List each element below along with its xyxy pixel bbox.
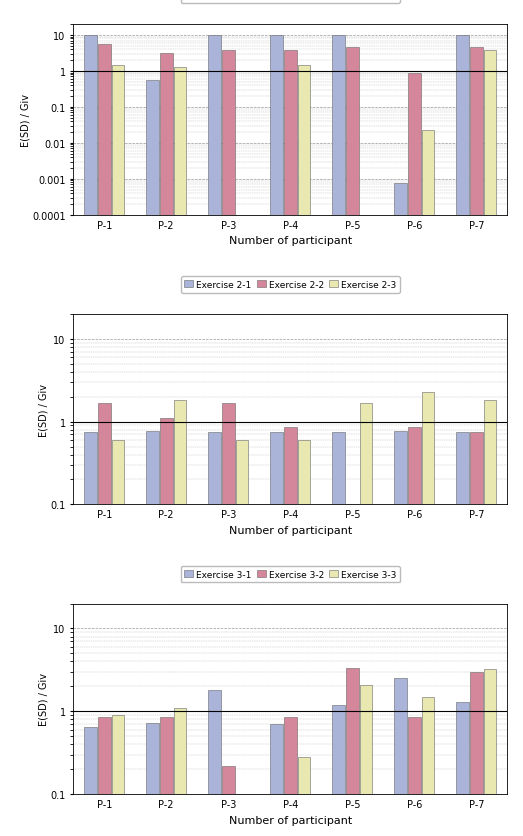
Y-axis label: E(SD) / Giv: E(SD) / Giv [20,94,30,147]
Bar [84,727,97,836]
Bar [408,428,420,836]
X-axis label: Number of participant: Number of participant [229,236,352,246]
Bar [84,432,97,836]
Legend: Exercise 3-1, Exercise 3-2, Exercise 3-3: Exercise 3-1, Exercise 3-2, Exercise 3-3 [180,567,400,583]
Bar [394,679,407,836]
Bar [84,36,97,836]
Bar [298,757,310,836]
Bar [160,419,173,836]
Bar [111,65,124,836]
Bar [422,697,434,836]
Bar [470,48,483,836]
X-axis label: Number of participant: Number of participant [229,814,352,824]
Bar [98,403,110,836]
Bar [208,691,221,836]
Bar [174,68,186,836]
Bar [98,45,110,836]
Bar [146,81,159,836]
Bar [484,401,496,836]
Bar [298,65,310,836]
Bar [484,670,496,836]
Bar [298,441,310,836]
Bar [146,431,159,836]
Bar [457,702,469,836]
Bar [222,51,234,836]
Bar [422,131,434,836]
Bar [174,401,186,836]
Bar [394,431,407,836]
Bar [236,441,248,836]
Bar [160,54,173,836]
Bar [457,36,469,836]
Bar [174,708,186,836]
Bar [394,184,407,836]
Bar [208,36,221,836]
Bar [146,723,159,836]
Bar [332,705,345,836]
Bar [422,392,434,836]
Bar [346,669,359,836]
Bar [222,766,234,836]
Bar [284,428,297,836]
Bar [360,685,372,836]
Bar [208,432,221,836]
Bar [284,717,297,836]
Bar [111,441,124,836]
Bar [408,717,420,836]
Legend: Exercise 2-1, Exercise 2-2, Exercise 2-3: Exercise 2-1, Exercise 2-2, Exercise 2-3 [181,277,400,293]
Bar [284,51,297,836]
Bar [457,432,469,836]
Bar [270,432,283,836]
Bar [470,672,483,836]
Bar [98,717,110,836]
Bar [360,403,372,836]
Y-axis label: E(SD) / Giv: E(SD) / Giv [39,672,49,726]
Bar [484,51,496,836]
X-axis label: Number of participant: Number of participant [229,525,352,535]
Bar [270,724,283,836]
Bar [332,432,345,836]
Bar [346,48,359,836]
Y-axis label: E(SD) / Giv: E(SD) / Giv [39,383,49,436]
Bar [222,403,234,836]
Bar [111,716,124,836]
Legend: Exercise 1-1, Exercise 1-2, Exercise 1-3: Exercise 1-1, Exercise 1-2, Exercise 1-3 [180,0,400,4]
Bar [332,36,345,836]
Bar [270,36,283,836]
Bar [408,74,420,836]
Bar [160,717,173,836]
Bar [470,432,483,836]
